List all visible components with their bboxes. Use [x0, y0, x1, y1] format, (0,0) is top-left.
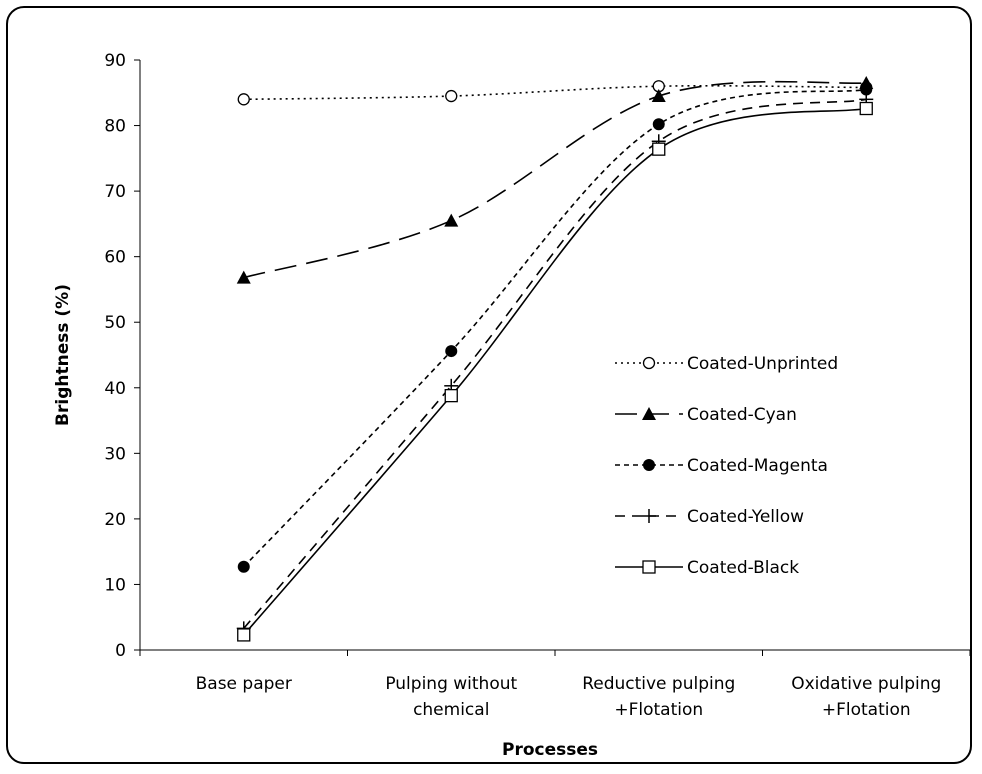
y-tick-label: 40 — [104, 379, 126, 399]
x-tick-label: Oxidative pulping — [791, 674, 941, 694]
data-point-coated-cyan — [444, 213, 459, 227]
y-tick-label: 30 — [104, 444, 126, 464]
x-tick-label: +Flotation — [822, 700, 911, 720]
data-point-coated-magenta — [652, 118, 665, 131]
data-point-coated-black — [652, 142, 666, 156]
y-tick-label: 10 — [104, 575, 126, 595]
y-tick-label: 60 — [104, 248, 126, 268]
y-tick-label: 90 — [104, 51, 126, 71]
legend-label-coated-yellow: Coated-Yellow — [687, 507, 804, 527]
data-point-coated-black — [444, 388, 458, 403]
data-point-coated-magenta — [860, 83, 873, 96]
y-tick-label: 80 — [104, 117, 126, 137]
series-line-coated-yellow — [243, 98, 867, 629]
data-point-coated-cyan — [236, 270, 251, 284]
legend-marker-coated-unprinted — [642, 356, 656, 370]
x-tick-label: +Flotation — [614, 700, 703, 720]
x-tick-label: Reductive pulping — [582, 674, 735, 694]
y-tick-label: 0 — [115, 641, 126, 661]
data-point-coated-unprinted — [237, 93, 250, 106]
legend-label-coated-unprinted: Coated-Unprinted — [687, 354, 838, 374]
legend-marker-coated-black — [642, 560, 656, 574]
series-line-coated-magenta — [243, 88, 867, 568]
legend-marker-coated-yellow — [642, 509, 656, 523]
legend-label-coated-black: Coated-Black — [687, 558, 799, 578]
chart-frame — [6, 6, 972, 764]
y-tick-label: 50 — [104, 313, 126, 333]
data-point-coated-black — [237, 628, 251, 642]
legend-marker-coated-magenta — [643, 459, 655, 471]
x-axis-title: Processes — [502, 740, 598, 760]
legend-label-coated-cyan: Coated-Cyan — [687, 405, 797, 425]
data-point-coated-magenta — [445, 345, 458, 358]
data-point-coated-unprinted — [445, 89, 458, 103]
series-line-coated-cyan — [243, 80, 867, 279]
y-tick-label: 20 — [104, 510, 126, 530]
data-point-coated-magenta — [237, 560, 250, 573]
x-tick-label: chemical — [413, 700, 489, 720]
series-line-coated-black — [243, 107, 867, 636]
data-point-coated-black — [859, 101, 873, 116]
x-tick-label: Pulping without — [385, 674, 517, 694]
legend-label-coated-magenta: Coated-Magenta — [687, 456, 828, 476]
data-point-coated-cyan — [651, 89, 666, 103]
x-tick-label: Base paper — [196, 674, 292, 694]
legend-marker-coated-cyan — [642, 407, 656, 420]
y-tick-label: 70 — [104, 182, 126, 202]
series-line-coated-unprinted — [243, 84, 867, 101]
y-axis-title: Brightness (%) — [53, 284, 73, 426]
